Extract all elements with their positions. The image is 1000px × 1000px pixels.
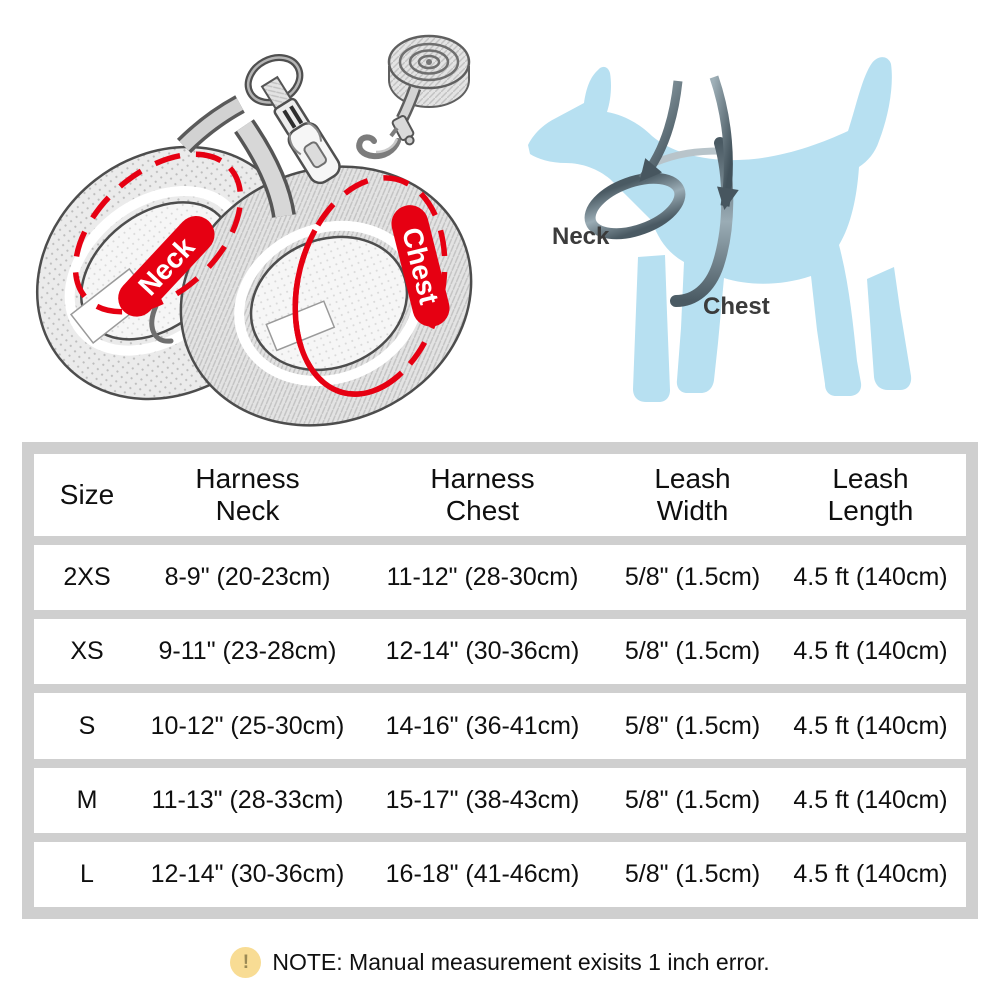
leash-width-cell: 5/8" (1.5cm) [624,859,761,888]
exclamation-icon: ! [230,946,262,978]
table-row: XS 9-11" (23-28cm) 12-14" (30-36cm) 5/8"… [34,619,966,685]
leash-clasp-icon [356,85,422,160]
neck-arrow-icon [638,80,683,183]
table-header-row: Size Harness Neck Harness Chest Leash Wi… [34,454,966,536]
column-header-harness-neck: Harness Neck [195,462,300,526]
column-header-leash-length: Leash Length [827,462,914,526]
harness-leash-figure: Neck Chest [35,34,473,427]
size-cell: M [76,785,98,814]
harness-chest-cell: 14-16" (36-41cm) [385,711,580,740]
size-cell: L [80,859,94,888]
harness-chest-cell: 12-14" (30-36cm) [385,637,580,666]
buckle-icon [260,75,341,185]
leash-length-cell: 4.5 ft (140cm) [793,711,948,740]
chest-arrow-icon [709,75,739,210]
leash-width-cell: 5/8" (1.5cm) [624,637,761,666]
dog-measure-figure: Neck Chest [528,57,912,402]
dog-silhouette [528,57,912,402]
table-row: 2XS 8-9" (20-23cm) 11-12" (28-30cm) 5/8"… [34,545,966,611]
leash-length-cell: 4.5 ft (140cm) [793,637,948,666]
leash-width-cell: 5/8" (1.5cm) [624,563,761,592]
leash-length-cell: 4.5 ft (140cm) [793,859,948,888]
size-cell: XS [70,637,104,666]
leash-coil-icon [387,34,471,108]
column-header-size: Size [59,478,115,510]
size-cell: S [78,711,96,740]
harness-chest-cell: 15-17" (38-43cm) [385,785,580,814]
size-cell: 2XS [63,563,111,592]
column-header-leash-width: Leash Width [654,462,731,526]
leash-length-cell: 4.5 ft (140cm) [793,563,948,592]
harness-neck-cell: 12-14" (30-36cm) [150,859,345,888]
leash-width-cell: 5/8" (1.5cm) [624,711,761,740]
leash-length-cell: 4.5 ft (140cm) [793,785,948,814]
leash-width-cell: 5/8" (1.5cm) [624,785,761,814]
harness-chest-cell: 16-18" (41-46cm) [385,859,580,888]
harness-neck-cell: 10-12" (25-30cm) [150,711,345,740]
table-row: S 10-12" (25-30cm) 14-16" (36-41cm) 5/8"… [34,693,966,759]
measurement-note: ! NOTE: Manual measurement exisits 1 inc… [0,940,1000,984]
harness-chest-cell: 11-12" (28-30cm) [386,563,579,592]
neck-measure-ellipse [72,151,244,315]
table-row: L 12-14" (30-36cm) 16-18" (41-46cm) 5/8"… [34,841,966,908]
dog-neck-strap [584,172,686,240]
harness-neck-cell: 9-11" (23-28cm) [158,637,337,666]
note-text: NOTE: Manual measurement exisits 1 inch … [272,948,770,975]
harness-neck-cell: 8-9" (20-23cm) [164,563,331,592]
harness-neck-cell: 11-13" (28-33cm) [151,785,344,814]
dog-chest-label: Chest [703,293,770,320]
table-row: M 11-13" (28-33cm) 15-17" (38-43cm) 5/8"… [34,767,966,833]
belly-hook-icon [149,303,174,344]
dog-neck-label: Neck [552,223,610,250]
column-header-harness-chest: Harness Chest [430,462,535,526]
size-chart-table: Size Harness Neck Harness Chest Leash Wi… [22,442,978,919]
